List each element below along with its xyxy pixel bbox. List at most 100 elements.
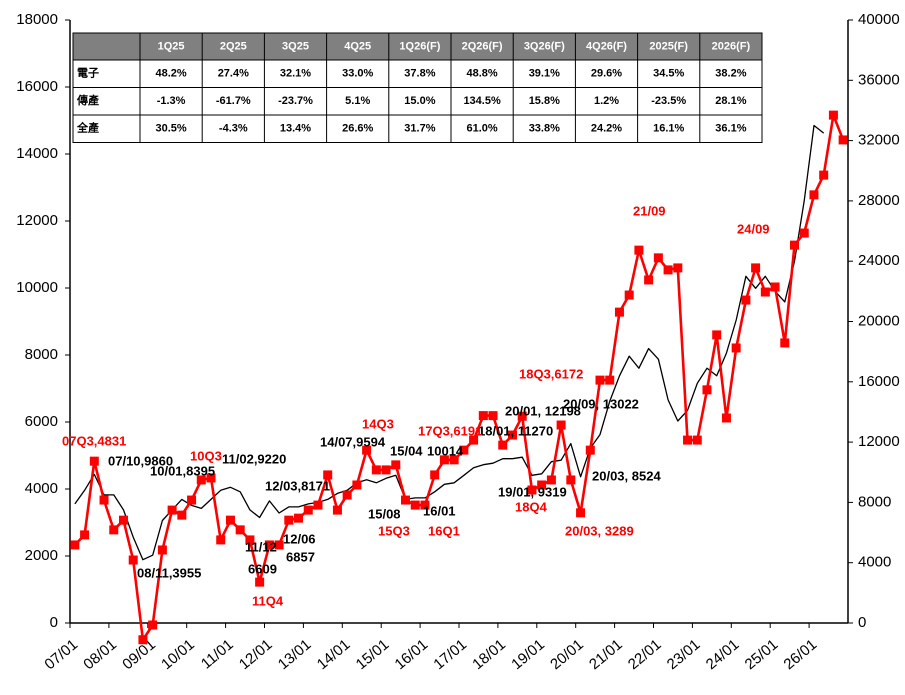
table-header: 2026(F) bbox=[712, 40, 751, 52]
y2-tick-label: 20000 bbox=[858, 312, 900, 329]
table-cell: 31.7% bbox=[404, 123, 435, 135]
point-marker bbox=[692, 435, 702, 445]
point-marker bbox=[371, 465, 381, 475]
annotation: 20/09, 13022 bbox=[563, 396, 639, 411]
table-header: 1Q25 bbox=[158, 40, 185, 52]
table-row bbox=[72, 59, 763, 88]
point-marker bbox=[731, 343, 741, 353]
point-marker bbox=[342, 490, 352, 500]
annotation: 6857 bbox=[286, 549, 315, 564]
point-marker bbox=[99, 495, 109, 505]
table-cell: 37.8% bbox=[404, 68, 435, 80]
y-tick-label: 16000 bbox=[16, 78, 58, 95]
point-marker bbox=[235, 525, 245, 535]
point-marker bbox=[449, 455, 459, 465]
y-tick-label: 14000 bbox=[16, 145, 58, 162]
point-marker bbox=[245, 535, 255, 545]
point-marker bbox=[80, 530, 90, 540]
annotation: 19/01, 9319 bbox=[498, 484, 567, 499]
point-marker bbox=[216, 535, 226, 545]
point-marker bbox=[264, 540, 274, 550]
point-marker bbox=[196, 475, 206, 485]
point-marker bbox=[576, 508, 586, 518]
y-tick-label: 2000 bbox=[25, 547, 58, 564]
table-row-label: 全產 bbox=[76, 121, 99, 135]
annotation: 20/03, 8524 bbox=[592, 468, 661, 483]
y-tick-label: 10000 bbox=[16, 279, 58, 296]
point-marker bbox=[118, 515, 128, 525]
y-tick-label: 12000 bbox=[16, 212, 58, 229]
point-marker bbox=[507, 430, 517, 440]
annotation: 10014 bbox=[427, 443, 464, 458]
point-marker bbox=[702, 385, 712, 395]
y2-tick-label: 32000 bbox=[858, 132, 900, 149]
point-marker bbox=[323, 470, 333, 480]
annotation: 15/08 bbox=[368, 506, 401, 521]
table-cell: -23.5% bbox=[651, 95, 686, 107]
table-cell: 39.1% bbox=[529, 68, 560, 80]
y2-tick-label: 24000 bbox=[858, 252, 900, 269]
table-header: 4Q25 bbox=[344, 40, 371, 52]
table-cell: 27.4% bbox=[218, 68, 249, 80]
table-header: 3Q26(F) bbox=[524, 40, 565, 52]
table-cell: 33.0% bbox=[342, 68, 373, 80]
y2-tick-label: 4000 bbox=[858, 554, 891, 571]
point-marker bbox=[585, 445, 595, 455]
annotation: 18Q3,6172 bbox=[519, 366, 583, 381]
point-marker bbox=[303, 505, 313, 515]
point-marker bbox=[225, 515, 235, 525]
point-marker bbox=[683, 435, 693, 445]
annotation: 07/10,9860 bbox=[108, 453, 173, 468]
table-cell: 34.5% bbox=[653, 68, 684, 80]
table-header: 2025(F) bbox=[649, 40, 688, 52]
point-marker bbox=[673, 263, 683, 273]
annotation: 11/12 bbox=[245, 539, 277, 554]
point-marker bbox=[167, 505, 177, 515]
point-marker bbox=[819, 170, 829, 180]
point-marker bbox=[488, 411, 498, 421]
table-header: 4Q26(F) bbox=[586, 40, 627, 52]
point-marker bbox=[313, 500, 323, 510]
point-marker bbox=[790, 240, 800, 250]
table-cell: 15.0% bbox=[404, 95, 435, 107]
table-cell: 30.5% bbox=[155, 123, 186, 135]
point-marker bbox=[498, 440, 508, 450]
point-marker bbox=[760, 287, 770, 297]
point-marker bbox=[663, 265, 673, 275]
point-marker bbox=[128, 555, 138, 565]
y-tick-label: 8000 bbox=[25, 346, 58, 363]
table-header: 3Q25 bbox=[282, 40, 309, 52]
point-marker bbox=[177, 510, 187, 520]
point-marker bbox=[721, 413, 731, 423]
table-row bbox=[72, 114, 763, 143]
y-tick-label: 6000 bbox=[25, 413, 58, 430]
point-marker bbox=[148, 620, 158, 630]
table-cell: 29.6% bbox=[591, 68, 622, 80]
point-marker bbox=[381, 465, 391, 475]
table-cell: 13.4% bbox=[280, 123, 311, 135]
series-line bbox=[74, 124, 825, 561]
annotation: 20/03, 3289 bbox=[565, 523, 634, 538]
point-marker bbox=[469, 435, 479, 445]
y-tick-label: 18000 bbox=[16, 11, 58, 28]
point-marker bbox=[838, 135, 848, 145]
point-marker bbox=[420, 500, 430, 510]
point-marker bbox=[410, 500, 420, 510]
point-marker bbox=[430, 470, 440, 480]
point-marker bbox=[459, 445, 469, 455]
point-marker bbox=[809, 190, 819, 200]
point-marker bbox=[517, 411, 527, 421]
point-marker bbox=[566, 475, 576, 485]
point-marker bbox=[70, 540, 80, 550]
y2-tick-label: 0 bbox=[858, 614, 866, 631]
table-cell: 24.2% bbox=[591, 123, 622, 135]
point-marker bbox=[206, 473, 216, 483]
table-header: 1Q26(F) bbox=[399, 40, 440, 52]
table-row-label: 傳產 bbox=[76, 93, 99, 107]
point-marker bbox=[284, 515, 294, 525]
table-cell: 61.0% bbox=[466, 123, 497, 135]
annotation: 21/09 bbox=[633, 203, 666, 218]
point-marker bbox=[780, 338, 790, 348]
table-cell: 36.1% bbox=[715, 123, 746, 135]
point-marker bbox=[751, 263, 761, 273]
